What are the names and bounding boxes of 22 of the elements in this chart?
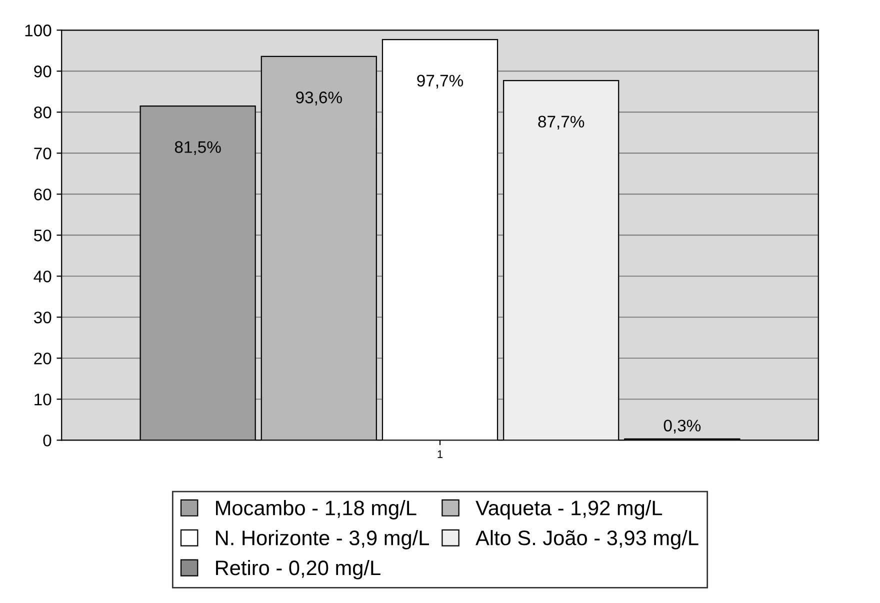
y-tick-label: 40 [34, 270, 52, 282]
data-label: 81,5% [174, 141, 221, 155]
legend-label: N. Horizonte - 3,9 mg/L [216, 530, 430, 550]
y-tick-label: 30 [34, 312, 52, 324]
y-tick-label: 90 [34, 66, 52, 78]
y-tick-label: 10 [34, 394, 52, 406]
legend-label: Vaqueta - 1,92 mg/L [476, 500, 662, 520]
data-label: 93,6% [296, 92, 342, 106]
y-tick-label: 70 [34, 148, 52, 160]
y-tick-label: 100 [25, 24, 52, 36]
legend-label: Alto S. João - 3,93 mg/L [476, 530, 698, 550]
y-tick-label: 60 [34, 188, 52, 200]
data-label: 87,7% [538, 116, 584, 130]
y-tick-label: 20 [34, 352, 52, 364]
legend-label: Mocambo - 1,18 mg/L [216, 500, 416, 520]
x-tick-label: 1 [438, 450, 443, 458]
y-tick-label: 0 [43, 434, 52, 446]
y-tick-label: 50 [34, 230, 52, 242]
y-tick-label: 80 [34, 106, 52, 118]
data-label: 0,3% [664, 420, 701, 434]
legend-label: Retiro - 0,20 mg/L [216, 560, 380, 580]
data-label: 97,7% [417, 74, 464, 89]
